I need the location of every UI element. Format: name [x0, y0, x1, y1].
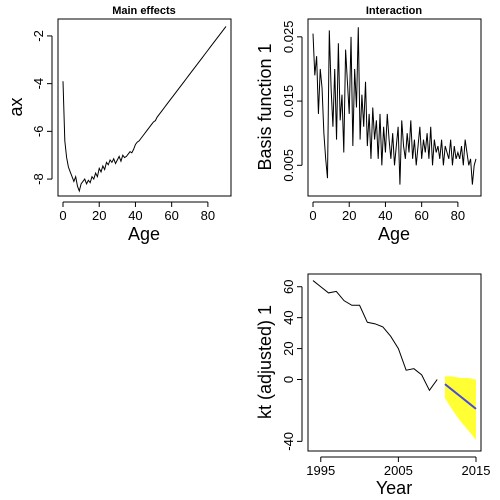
panel-interaction: Interaction Age Basis function 1 0 20 40 60… — [255, 5, 482, 244]
x-tick-label: 2015 — [462, 463, 491, 478]
series-lines — [312, 280, 477, 440]
y-axis-label: Basis function 1 — [255, 43, 275, 170]
y-tick-label: 0 — [281, 376, 296, 383]
x-tick-label: 0 — [309, 208, 316, 223]
x-tick-label: 20 — [92, 208, 106, 223]
x-tick-label: 40 — [378, 208, 392, 223]
y-tick-label: -2 — [31, 30, 46, 42]
series-lines — [62, 26, 227, 193]
y-tick-label: 20 — [281, 341, 296, 355]
y-tick-label: -6 — [31, 126, 46, 138]
panel-title: Main effects — [112, 5, 176, 17]
x-axis-label: Age — [128, 224, 160, 244]
panel-kt: Year kt (adjusted) 1 1995 2005 2015 -40 0 20… — [255, 273, 491, 498]
x-tick-label: 60 — [414, 208, 428, 223]
x-axis: 1995 2005 2015 — [306, 456, 491, 478]
series-lines — [312, 27, 477, 185]
x-tick-label: 1995 — [306, 463, 335, 478]
y-axis: -40 0 20 40 60 — [281, 279, 303, 451]
y-tick-label: 0.015 — [281, 85, 296, 118]
forecast-line — [444, 383, 477, 410]
x-axis-label: Year — [376, 478, 412, 498]
series-line — [62, 26, 227, 193]
y-tick-label: 0.005 — [281, 149, 296, 182]
plot-frame — [307, 273, 482, 452]
y-tick-label: 0.025 — [281, 21, 296, 54]
x-tick-label: 0 — [59, 208, 66, 223]
y-axis: -8 -6 -4 -2 — [31, 30, 53, 185]
panel-main-effects: Main effects Age ax 0 20 40 60 80 -8 -6 -4 -2 — [6, 5, 232, 244]
x-tick-label: 80 — [451, 208, 465, 223]
x-tick-label: 60 — [164, 208, 178, 223]
y-tick-label: -40 — [281, 432, 296, 451]
x-tick-label: 80 — [201, 208, 215, 223]
x-tick-label: 40 — [128, 208, 142, 223]
x-axis: 0 20 40 60 80 — [309, 201, 465, 223]
x-axis: 0 20 40 60 80 — [59, 201, 215, 223]
series-line — [312, 27, 477, 185]
y-tick-label: 60 — [281, 279, 296, 293]
series-line — [312, 280, 438, 392]
panel-title: Interaction — [366, 5, 423, 17]
y-tick-label: 40 — [281, 310, 296, 324]
y-axis-label: kt (adjusted) 1 — [255, 305, 275, 419]
y-tick-label: -4 — [31, 78, 46, 90]
x-tick-label: 2005 — [384, 463, 413, 478]
x-axis-label: Age — [378, 224, 410, 244]
forecast-interval-band — [444, 376, 476, 440]
y-axis-label: ax — [6, 97, 26, 116]
y-tick-label: -8 — [31, 173, 46, 185]
x-tick-label: 20 — [342, 208, 356, 223]
y-axis: 0.005 0.015 0.025 — [281, 21, 303, 182]
plot-frame — [307, 18, 482, 197]
plot-frame — [57, 18, 232, 197]
